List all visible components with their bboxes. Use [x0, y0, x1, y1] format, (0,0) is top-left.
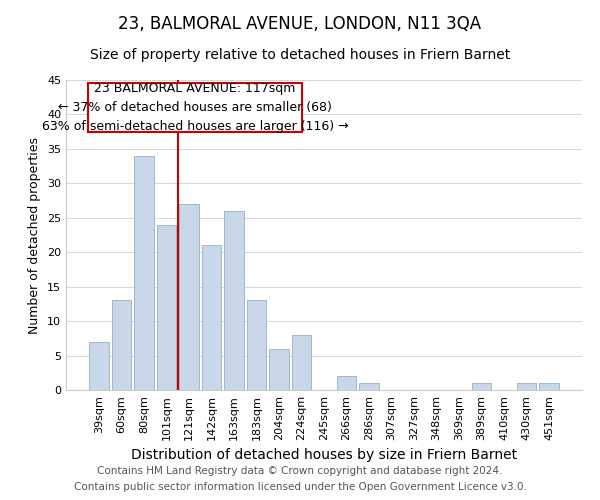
Text: Contains HM Land Registry data © Crown copyright and database right 2024.: Contains HM Land Registry data © Crown c…	[97, 466, 503, 476]
Bar	[134, 156, 154, 390]
Text: 23, BALMORAL AVENUE, LONDON, N11 3QA: 23, BALMORAL AVENUE, LONDON, N11 3QA	[118, 15, 482, 33]
Bar	[247, 300, 266, 390]
Text: 23 BALMORAL AVENUE: 117sqm
← 37% of detached houses are smaller (68)
63% of semi: 23 BALMORAL AVENUE: 117sqm ← 37% of deta…	[42, 82, 349, 133]
Bar	[539, 383, 559, 390]
Bar	[337, 376, 356, 390]
Bar	[157, 224, 176, 390]
Bar	[517, 383, 536, 390]
X-axis label: Distribution of detached houses by size in Friern Barnet: Distribution of detached houses by size …	[131, 448, 517, 462]
Bar	[472, 383, 491, 390]
Bar	[89, 342, 109, 390]
Bar	[179, 204, 199, 390]
Bar	[202, 246, 221, 390]
Bar	[292, 335, 311, 390]
Bar	[359, 383, 379, 390]
Text: Contains public sector information licensed under the Open Government Licence v3: Contains public sector information licen…	[74, 482, 526, 492]
FancyBboxPatch shape	[88, 84, 302, 132]
Text: Size of property relative to detached houses in Friern Barnet: Size of property relative to detached ho…	[90, 48, 510, 62]
Bar	[269, 348, 289, 390]
Y-axis label: Number of detached properties: Number of detached properties	[28, 136, 41, 334]
Bar	[112, 300, 131, 390]
Bar	[224, 211, 244, 390]
